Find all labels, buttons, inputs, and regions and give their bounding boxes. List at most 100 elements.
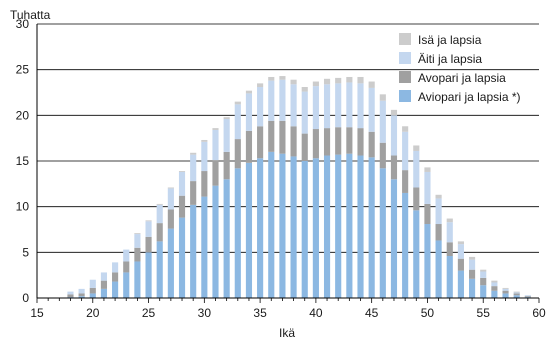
bar-segment xyxy=(457,244,464,259)
bar-segment xyxy=(178,171,186,172)
bar-segment xyxy=(223,151,230,180)
bar-segment xyxy=(301,87,308,92)
bar-segment xyxy=(357,128,364,156)
bar-segment xyxy=(167,188,174,210)
bar-segment xyxy=(513,292,520,294)
bar-segment xyxy=(446,218,453,223)
bar-segment xyxy=(413,187,420,211)
bar-segment xyxy=(212,128,219,130)
bar-segment xyxy=(323,84,331,129)
bar-segment xyxy=(357,76,364,84)
bar-segment xyxy=(469,278,476,298)
bar-segment xyxy=(480,271,487,278)
bar-segment xyxy=(435,198,442,225)
bar-segment xyxy=(190,152,197,155)
bar-segment xyxy=(212,160,219,186)
bar-segment xyxy=(156,223,163,242)
legend-swatch xyxy=(399,90,411,102)
bar-segment xyxy=(424,224,431,298)
y-tick-label: 10 xyxy=(16,200,30,214)
bar-segment xyxy=(268,80,275,121)
bar-segment xyxy=(89,293,96,298)
bar-segment xyxy=(357,155,364,298)
bar-segment xyxy=(513,291,520,293)
bar-segment xyxy=(78,296,85,298)
bar-segment xyxy=(145,221,152,237)
bar-segment xyxy=(446,222,453,243)
x-tick-label: 50 xyxy=(421,306,435,320)
bar-segment xyxy=(524,296,531,298)
bar-segment xyxy=(502,293,509,298)
bar-segment xyxy=(402,170,409,193)
bar-segment xyxy=(491,282,498,287)
bar-segment xyxy=(368,157,375,298)
y-axis-title: Tuhatta xyxy=(10,8,51,22)
bar-segment xyxy=(312,129,319,159)
bar-segment xyxy=(167,187,174,189)
bar-segment xyxy=(257,83,264,88)
bar-segment xyxy=(390,109,398,116)
bar-segment xyxy=(234,104,241,140)
bar-segment xyxy=(112,272,119,282)
bar-segment xyxy=(290,126,297,157)
bar-segment xyxy=(78,293,85,297)
bar-segment xyxy=(513,295,520,298)
bar-segment xyxy=(167,228,174,298)
bars xyxy=(67,76,531,298)
bar-segment xyxy=(112,262,119,273)
bar-segment xyxy=(67,291,74,295)
bar-segment xyxy=(257,126,264,159)
bar-segment xyxy=(134,234,141,248)
bar-segment xyxy=(457,270,464,298)
bar-segment xyxy=(301,161,308,298)
bar-segment xyxy=(424,171,431,204)
bar-segment xyxy=(201,171,208,197)
x-tick-label: 60 xyxy=(532,306,546,320)
bar-segment xyxy=(100,288,108,298)
bar-segment xyxy=(257,158,264,298)
bar-segment xyxy=(257,87,264,127)
bar-segment xyxy=(469,259,476,270)
bar-segment xyxy=(245,130,253,163)
bar-segment xyxy=(346,82,353,128)
bar-segment xyxy=(312,81,319,87)
bar-segment xyxy=(346,76,353,83)
bar-segment xyxy=(89,279,96,288)
bar-segment xyxy=(390,115,398,156)
y-tick-label: 20 xyxy=(16,108,30,122)
bar-segment xyxy=(290,84,297,127)
bar-segment xyxy=(201,139,208,142)
y-tick-label: 5 xyxy=(22,245,29,259)
bar-segment xyxy=(112,281,119,298)
bar-segment xyxy=(223,117,230,119)
bar-segment xyxy=(312,158,319,298)
legend-label: Aviopari ja lapsia *) xyxy=(418,90,521,104)
bar-segment xyxy=(335,154,342,298)
bar-segment xyxy=(312,86,319,130)
bar-segment xyxy=(123,261,130,273)
legend: Isä ja lapsia Äiti ja lapsia Avopari ja la… xyxy=(399,33,521,104)
y-tick-label: 15 xyxy=(16,154,30,168)
bar-segment xyxy=(123,272,130,298)
x-tick-label: 30 xyxy=(198,306,212,320)
bar-segment xyxy=(502,290,509,294)
bar-segment xyxy=(123,249,130,262)
bar-segment xyxy=(100,280,108,289)
bar-segment xyxy=(435,224,442,241)
bar-segment xyxy=(379,94,386,101)
bar-segment xyxy=(279,76,286,80)
y-tick-label: 0 xyxy=(22,291,29,305)
bar-segment xyxy=(502,288,509,291)
bar-segment xyxy=(178,195,186,218)
bar-segment xyxy=(368,131,375,158)
bar-segment xyxy=(234,168,241,298)
bar-segment xyxy=(390,155,398,180)
x-tick-label: 15 xyxy=(30,306,44,320)
y-tick-label: 25 xyxy=(16,63,30,77)
bar-segment xyxy=(335,77,342,84)
bar-segment xyxy=(67,294,74,298)
bar-segment xyxy=(323,155,331,298)
bar-segment xyxy=(134,233,141,235)
bar-segment xyxy=(413,145,420,151)
